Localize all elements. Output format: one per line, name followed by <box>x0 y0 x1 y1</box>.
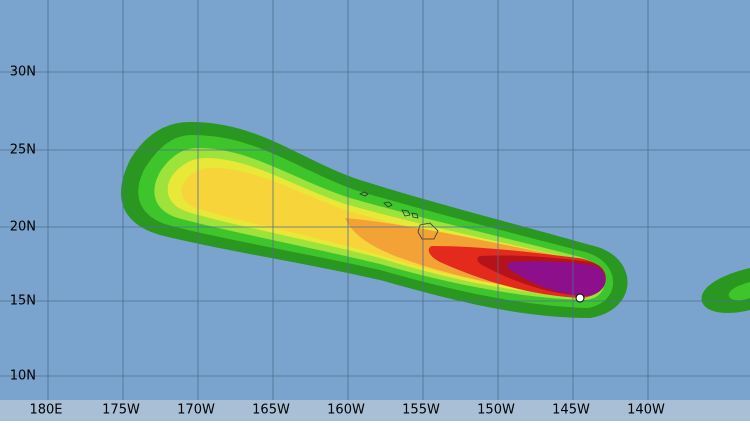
lon-label: 165W <box>252 403 290 418</box>
lat-label: 25N <box>10 143 36 158</box>
lon-label: 150W <box>477 403 515 418</box>
prob-90 <box>507 261 606 296</box>
lon-label: 160W <box>327 403 365 418</box>
islands <box>359 191 439 240</box>
lon-label: 155W <box>402 403 440 418</box>
lat-label: 10N <box>10 369 36 384</box>
lon-label: 175W <box>102 403 140 418</box>
lon-label: 145W <box>552 403 590 418</box>
lon-label: 170W <box>177 403 215 418</box>
lon-label: 180E <box>29 403 62 418</box>
graticule <box>0 0 750 400</box>
lon-label: 140W <box>627 403 665 418</box>
lat-label: 30N <box>10 65 36 80</box>
swath <box>121 122 750 318</box>
label-band <box>0 400 750 421</box>
lat-label: 20N <box>10 220 36 235</box>
lat-label: 15N <box>10 294 36 309</box>
storm-position <box>575 293 585 303</box>
labels: 30N 25N 20N 15N 10N 180E 175W 170W 165W 160W 155W 1… <box>10 65 665 418</box>
second-swath <box>701 268 750 313</box>
second-swath-inner <box>728 282 750 301</box>
